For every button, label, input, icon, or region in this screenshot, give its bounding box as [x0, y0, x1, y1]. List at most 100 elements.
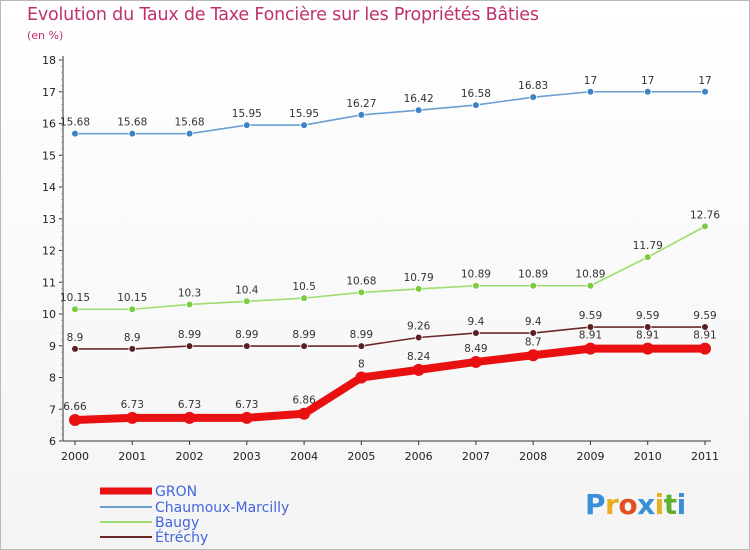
series-line--tr-chy — [74, 326, 706, 350]
x-tick-label: 2003 — [233, 450, 261, 463]
data-label: 9.4 — [525, 316, 542, 328]
y-tick-label: 10 — [42, 308, 56, 321]
y-tick-label: 8 — [49, 372, 56, 385]
logo-letter: t — [663, 488, 677, 521]
y-tick-label: 7 — [49, 403, 56, 416]
series-line-baugy — [74, 225, 706, 311]
data-label: 15.95 — [289, 108, 319, 120]
data-point — [529, 329, 537, 337]
data-point — [128, 305, 137, 314]
chart-axes: 6 7 8 9 10 11 12 13 14 15 16 17 18 2000 2001 2002 2003 20… — [42, 54, 719, 463]
series-line-chaumoux-marcilly — [74, 90, 706, 135]
y-tick-label: 14 — [42, 181, 56, 194]
data-label: 10.5 — [292, 281, 315, 293]
data-point — [643, 253, 652, 261]
legend-label: Chaumoux-Marcilly — [155, 500, 289, 516]
data-point — [300, 294, 308, 302]
data-point — [529, 281, 537, 290]
data-label: 6.73 — [178, 399, 201, 411]
data-point — [128, 345, 137, 353]
data-point — [586, 87, 595, 96]
data-label: 10.4 — [235, 284, 259, 296]
y-tick-label: 9 — [49, 340, 56, 353]
data-point — [128, 129, 137, 138]
data-point — [414, 333, 423, 342]
legend-label: Baugy — [155, 515, 199, 531]
chart-title: Evolution du Taux de Taxe Foncière sur l… — [27, 5, 539, 25]
data-label: 15.95 — [232, 108, 262, 120]
y-tick-label: 18 — [42, 54, 56, 67]
x-tick-label: 2011 — [691, 450, 719, 463]
data-label: 16.83 — [518, 80, 548, 92]
data-point — [240, 411, 253, 424]
data-label: 8.99 — [235, 329, 258, 341]
y-tick-label: 12 — [42, 245, 56, 258]
data-point — [643, 87, 652, 96]
data-label: 8.7 — [525, 336, 542, 348]
y-tick-label: 17 — [42, 86, 56, 99]
chart-series — [69, 87, 711, 427]
data-point — [185, 300, 194, 309]
y-tick-label: 15 — [42, 149, 56, 162]
data-point — [527, 349, 540, 362]
data-label: 10.89 — [575, 269, 605, 281]
data-point — [355, 371, 368, 384]
data-label: 6.73 — [121, 399, 144, 411]
data-point — [472, 281, 480, 290]
data-label: 8.9 — [124, 332, 141, 344]
x-tick-label: 2008 — [519, 450, 547, 463]
data-point — [357, 342, 366, 350]
data-point — [298, 407, 311, 420]
data-label: 8.91 — [693, 330, 716, 342]
data-point — [412, 363, 425, 376]
logo-letter: r — [605, 488, 619, 521]
x-tick-label: 2000 — [61, 450, 89, 463]
data-label: 17 — [698, 75, 711, 87]
legend-label: GRON — [155, 484, 197, 500]
data-label: 6.66 — [63, 401, 87, 413]
data-label: 12.76 — [690, 209, 720, 221]
proxiti-logo: Proxiti — [585, 488, 686, 521]
data-label: 6.73 — [235, 399, 258, 411]
series-line-gron — [71, 344, 709, 425]
x-tick-label: 2009 — [576, 450, 604, 463]
y-tick-label: 13 — [42, 213, 56, 226]
logo-letter: x — [637, 488, 655, 521]
data-point — [357, 111, 366, 119]
x-tick-label: 2006 — [405, 450, 433, 463]
data-point — [472, 329, 480, 337]
logo-letter: P — [585, 488, 606, 521]
data-point — [357, 288, 366, 297]
data-point — [69, 414, 81, 427]
chart-data-labels: 15.68 15.68 15.68 15.95 15.95 16.27 16.42 16.58… — [60, 75, 720, 413]
y-tick-label: 6 — [49, 435, 56, 448]
data-label: 9.4 — [468, 316, 485, 328]
data-point — [243, 121, 251, 129]
data-point — [243, 297, 251, 306]
data-label: 10.15 — [60, 292, 90, 304]
data-label: 16.58 — [461, 88, 491, 100]
data-label: 16.42 — [404, 93, 434, 105]
data-point — [183, 411, 196, 424]
data-label: 8.99 — [178, 329, 201, 341]
data-label: 11.79 — [633, 240, 663, 252]
data-point — [641, 342, 654, 355]
data-point — [699, 342, 711, 355]
data-point — [71, 345, 79, 353]
data-label: 15.68 — [60, 117, 90, 129]
data-label: 10.89 — [518, 269, 548, 281]
data-label: 8.9 — [67, 332, 84, 344]
data-point — [71, 129, 79, 138]
data-point — [243, 342, 251, 350]
data-label: 8.99 — [350, 329, 373, 341]
y-tick-label: 11 — [42, 276, 56, 289]
data-label: 15.68 — [117, 117, 147, 129]
data-label: 8 — [358, 359, 365, 371]
data-point — [185, 342, 194, 350]
data-label: 10.3 — [178, 287, 201, 299]
data-point — [529, 93, 537, 101]
data-label: 6.86 — [292, 395, 316, 407]
data-label: 9.59 — [693, 310, 716, 322]
data-point — [701, 222, 709, 231]
